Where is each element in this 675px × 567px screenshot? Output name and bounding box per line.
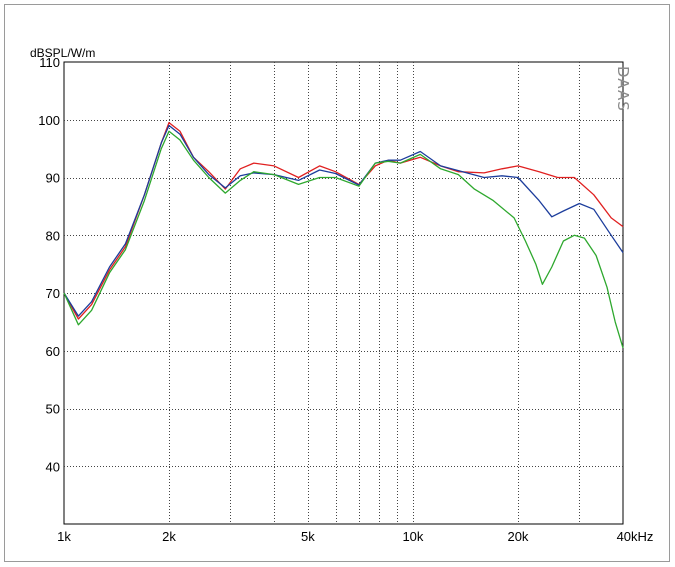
x-tick-label: 20k	[507, 529, 528, 544]
x-tick-label: 1k	[57, 529, 71, 544]
y-tick-label: 90	[46, 171, 60, 186]
y-tick-label: 100	[38, 113, 60, 128]
x-tick-label: 2k	[162, 529, 176, 544]
x-tick-label: 10k	[402, 529, 423, 544]
series-lines	[63, 121, 624, 349]
y-tick-label: 60	[46, 344, 60, 359]
grid-lines	[64, 62, 623, 524]
y-tick-labels: 40 50 60 70 80 90 100 110	[38, 55, 60, 474]
x-tick-label: 40kHz	[617, 529, 654, 544]
series-line-3	[63, 130, 624, 349]
y-tick-label: 80	[46, 228, 60, 243]
y-tick-label: 50	[46, 402, 60, 417]
x-tick-label: 5k	[301, 529, 315, 544]
x-tick-labels: 1k 2k 5k 10k 20k 40kHz	[57, 529, 653, 544]
series-line-2	[63, 124, 624, 317]
y-tick-label: 40	[46, 459, 60, 474]
y-tick-label: 70	[46, 286, 60, 301]
y-axis-label: dBSPL/W/m	[30, 46, 95, 60]
daas-watermark: DAAS	[614, 66, 632, 112]
y-tick-label: 110	[39, 55, 60, 70]
